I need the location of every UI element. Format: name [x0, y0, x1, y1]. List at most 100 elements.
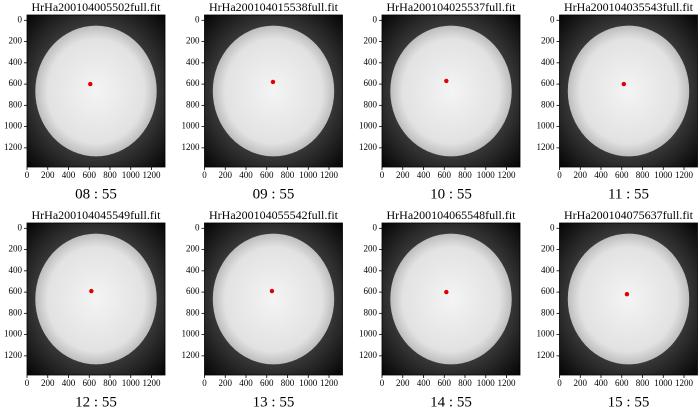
time-caption: 15 : 55: [608, 394, 650, 410]
x-tick-label: 400: [239, 170, 253, 180]
y-tick-label: 600: [186, 286, 200, 296]
y-tick-label: 600: [9, 286, 23, 296]
x-tick-label: 1200: [498, 378, 517, 388]
x-tick-label: 600: [615, 170, 629, 180]
x-tick-label: 0: [380, 378, 385, 388]
axes-frame: [381, 14, 521, 168]
time-caption: 10 : 55: [430, 186, 472, 202]
y-tick-label: 800: [9, 99, 23, 109]
x-tick-label: 600: [260, 378, 274, 388]
x-tick-label: 1200: [675, 378, 694, 388]
point: [624, 292, 630, 297]
x-tick-label: 600: [615, 378, 629, 388]
y-tick-label: 0: [18, 222, 23, 232]
y-tick-label: 1000: [359, 329, 378, 339]
panel-title: HrHa200104055542full.fit: [209, 208, 339, 222]
y-tick-label: 200: [186, 244, 200, 254]
y-tick-label: 1000: [182, 329, 201, 339]
axes-frame: [204, 222, 343, 376]
y-tick-label: 0: [373, 14, 378, 24]
x-tick-label: 200: [396, 378, 410, 388]
x-tick-label: 400: [417, 378, 431, 388]
axes-frame: [559, 222, 698, 376]
x-tick-label: 0: [380, 170, 385, 180]
x-tick-label: 200: [219, 378, 233, 388]
x-tick-label: 800: [103, 378, 117, 388]
x-tick-label: 1000: [477, 170, 496, 180]
x-tick-label: 0: [25, 378, 30, 388]
x-tick-label: 800: [281, 170, 295, 180]
x-tick-label: 600: [83, 378, 97, 388]
y-tick-label: 400: [186, 57, 200, 67]
axes-frame: [559, 14, 698, 168]
x-tick-label: 1000: [299, 378, 318, 388]
panel-title: HrHa200104015538full.fit: [209, 0, 339, 14]
y-tick-label: 800: [186, 99, 200, 109]
y-tick-label: 0: [550, 14, 555, 24]
x-tick-label: 1200: [320, 378, 339, 388]
panel-title: HrHa200104025537full.fit: [387, 0, 517, 14]
axes-frame: [26, 222, 166, 376]
x-tick-label: 800: [458, 170, 472, 180]
x-tick-label: 800: [636, 378, 650, 388]
x-tick-label: 400: [239, 378, 253, 388]
x-tick-label: 600: [438, 378, 452, 388]
sun-disk: [567, 25, 690, 157]
x-tick-label: 1000: [654, 170, 673, 180]
x-tick-label: 0: [557, 378, 562, 388]
sun-disk: [35, 233, 157, 365]
y-tick-label: 400: [541, 57, 555, 67]
y-tick-label: 400: [9, 265, 23, 275]
x-tick-label: 0: [25, 170, 30, 180]
y-tick-label: 1000: [537, 329, 556, 339]
y-tick-label: 200: [364, 36, 378, 46]
x-tick-label: 200: [574, 170, 588, 180]
y-tick-label: 600: [9, 78, 23, 88]
x-tick-label: 0: [557, 170, 562, 180]
y-tick-label: 200: [9, 36, 23, 46]
sun-disk: [35, 25, 157, 157]
sun-disk: [567, 233, 690, 365]
x-tick-label: 800: [281, 378, 295, 388]
sun-disk: [212, 25, 335, 157]
y-tick-label: 600: [364, 78, 378, 88]
panel-title: HrHa200104065548full.fit: [387, 208, 517, 222]
panel-title: HrHa200104045549full.fit: [32, 208, 162, 222]
x-tick-label: 1000: [122, 378, 141, 388]
point: [89, 288, 94, 294]
x-tick-label: 1200: [320, 170, 339, 180]
y-tick-label: 1200: [359, 350, 378, 360]
y-tick-label: 400: [541, 265, 555, 275]
x-tick-label: 600: [260, 170, 274, 180]
y-tick-label: 200: [364, 244, 378, 254]
x-tick-label: 400: [594, 378, 608, 388]
y-tick-label: 1200: [359, 142, 378, 152]
y-tick-label: 1200: [182, 142, 201, 152]
x-tick-label: 1000: [122, 170, 141, 180]
y-tick-label: 0: [550, 222, 555, 232]
panel-title: HrHa200104075637full.fit: [564, 208, 694, 222]
y-tick-label: 600: [364, 286, 378, 296]
axes-frame: [204, 14, 343, 168]
panel-title: HrHa200104035543full.fit: [564, 0, 694, 14]
y-tick-label: 600: [186, 78, 200, 88]
sun-disk: [212, 233, 335, 365]
x-tick-label: 600: [438, 170, 452, 180]
sun-disk: [390, 25, 512, 157]
x-tick-label: 200: [574, 378, 588, 388]
y-tick-label: 1000: [4, 121, 23, 131]
y-tick-label: 0: [373, 222, 378, 232]
time-caption: 14 : 55: [430, 394, 472, 410]
y-tick-label: 1000: [359, 121, 378, 131]
y-tick-label: 800: [541, 307, 555, 317]
x-tick-label: 200: [219, 170, 233, 180]
y-tick-label: 200: [541, 36, 555, 46]
x-tick-label: 1200: [143, 378, 162, 388]
point: [444, 78, 449, 84]
y-tick-label: 800: [9, 307, 23, 317]
time-caption: 13 : 55: [253, 394, 295, 410]
y-tick-label: 200: [541, 244, 555, 254]
y-tick-label: 400: [364, 265, 378, 275]
time-caption: 12 : 55: [75, 394, 117, 410]
